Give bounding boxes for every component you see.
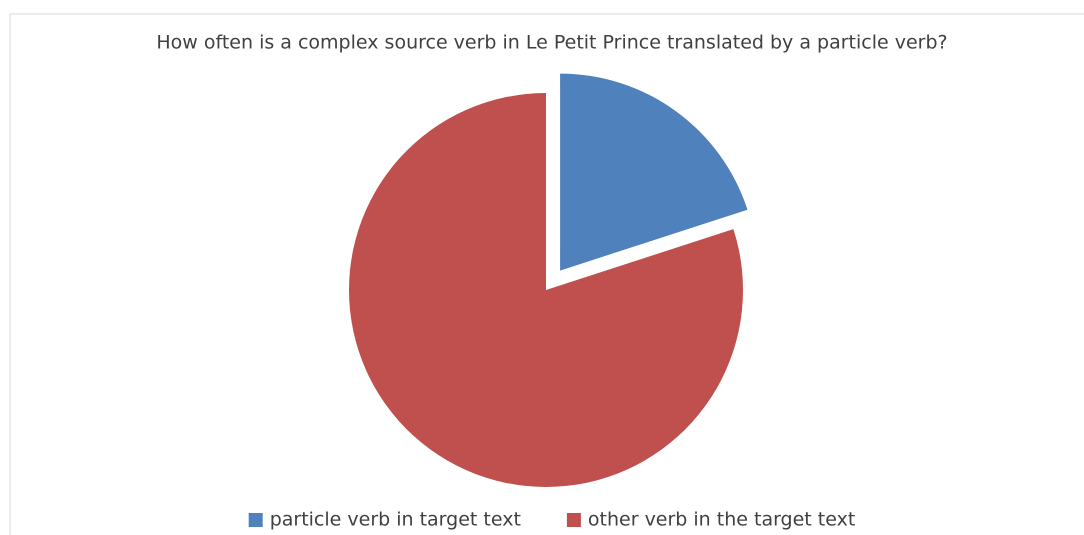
chart-title: How often is a complex source verb in Le… [156, 32, 947, 54]
legend-label: particle verb in target text [270, 509, 521, 531]
pie-slice [349, 93, 743, 487]
chart-border [9, 13, 1084, 535]
legend-label: other verb in the target text [588, 509, 855, 531]
legend-swatch [566, 513, 581, 527]
legend-swatch [248, 513, 263, 527]
pie-slice [560, 73, 748, 271]
